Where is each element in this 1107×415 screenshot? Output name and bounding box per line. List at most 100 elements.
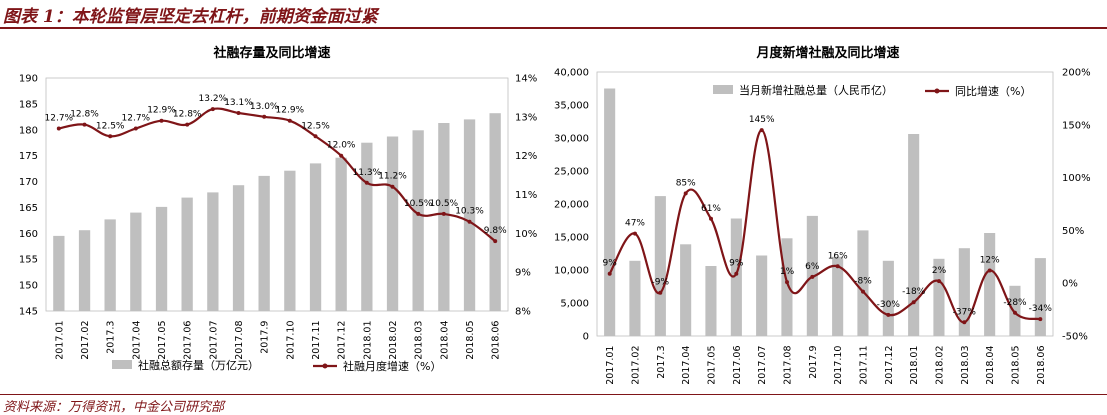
x-tick-label: 2017.3 (656, 346, 667, 379)
data-label: 12.7% (122, 114, 151, 124)
data-label: -8% (854, 277, 872, 287)
line-point (785, 280, 789, 285)
y-left-tick-label: 0 (583, 332, 589, 343)
data-label: -28% (1003, 298, 1027, 308)
data-label: -34% (1029, 304, 1053, 314)
data-label: 6% (805, 262, 820, 272)
y-left-tick-label: 10,000 (554, 266, 589, 277)
x-tick-label: 2017.12 (884, 346, 895, 385)
title-rule (0, 27, 1107, 29)
x-tick-label: 2018.03 (414, 321, 425, 360)
bar (882, 260, 894, 336)
y-right-tick-label: 200% (1062, 68, 1091, 79)
line-point (133, 126, 138, 131)
series-line (58, 107, 496, 242)
bar (654, 196, 666, 336)
data-label: 9.8% (484, 226, 507, 236)
bar (181, 197, 193, 311)
x-tick-label: 2017.3 (106, 321, 117, 354)
y-right-tick-label: 150% (1062, 120, 1091, 131)
bar (386, 136, 399, 311)
data-label: 12.5% (96, 121, 125, 131)
x-tick-label: 2017.04 (681, 346, 692, 385)
bar (832, 256, 844, 336)
data-label: -30% (877, 300, 901, 310)
line-point (108, 134, 113, 139)
y-right-tick-label: 10% (515, 229, 537, 240)
data-label: 12.9% (147, 106, 176, 116)
chart-title: 月度新增社融及同比增速 (755, 45, 899, 61)
data-label: 61% (701, 204, 721, 214)
x-tick-label: 2018.01 (909, 346, 920, 385)
bar (489, 113, 501, 311)
charts-canvas: 社融存量及同比增速 145 150 155 160 165 170 175 180 185 190 8… (19, 45, 1091, 385)
series-line (608, 128, 1041, 324)
y-right-tick-label: 50% (1062, 226, 1084, 237)
x-tick-label: 2017.10 (285, 321, 296, 360)
legend-bar-swatch (713, 85, 733, 94)
x-tick-label: 2017.9 (260, 321, 271, 354)
x-tick-label: 2017.10 (833, 346, 844, 385)
line-point (810, 274, 815, 279)
y-left-tick-label: 155 (19, 255, 38, 266)
line-point (607, 271, 612, 276)
x-tick-label: 2018.05 (465, 321, 476, 360)
x-tick-label: 2017.9 (808, 346, 819, 379)
x-tick-label: 2018.02 (935, 346, 946, 385)
x-tick-label: 2017.02 (80, 321, 91, 360)
x-tick-label: 2018.03 (960, 346, 971, 385)
y-right-tick-label: 12% (515, 151, 537, 162)
x-tick-label: 2017.07 (757, 346, 768, 385)
x-tick-label: 2017.12 (337, 321, 348, 360)
x-tick-label: 2017.01 (54, 321, 65, 360)
bar (933, 258, 945, 336)
data-label: 12% (980, 256, 1000, 266)
y-left-tick-label: 15,000 (554, 233, 589, 244)
line-point (210, 107, 215, 112)
bar (284, 170, 296, 311)
data-label: 11.2% (378, 172, 407, 182)
line-point (441, 211, 446, 216)
y-left-tick-label: 190 (19, 74, 38, 85)
y-left-tick-label: 5,000 (560, 299, 589, 310)
data-label: 12.5% (301, 121, 330, 131)
line-point (339, 153, 344, 158)
data-label: 47% (625, 219, 645, 229)
y-left-tick-label: 150 (19, 281, 38, 292)
data-label: 2% (932, 266, 947, 276)
legend-bar-swatch (112, 360, 132, 369)
bar (155, 206, 168, 311)
line-point (658, 290, 663, 295)
x-tick-label: 2017.07 (208, 321, 219, 360)
data-label: 13.2% (199, 94, 228, 104)
plot-frame (45, 77, 509, 312)
data-label: 11.3% (353, 168, 382, 178)
chart-2: 月度新增社融及同比增速 0 5,000 10,000 15,000 20,000 25,00… (554, 45, 1091, 385)
y-right-tick-label: 14% (515, 74, 537, 85)
line-point (709, 216, 713, 221)
line-point (313, 134, 318, 139)
data-label: 12.8% (70, 110, 99, 120)
y-left-tick-label: 165 (19, 203, 38, 214)
line-point (911, 300, 916, 305)
bar (207, 192, 219, 311)
line-point (759, 128, 764, 133)
line-point (82, 122, 87, 127)
bar (258, 175, 270, 311)
y-right-tick-label: 0% (1062, 279, 1078, 290)
data-label: 12.7% (45, 114, 74, 124)
y-left-tick-label: 30,000 (554, 134, 589, 145)
y-left-tick-label: 175 (19, 151, 38, 162)
chart-title: 社融存量及同比增速 (212, 45, 330, 61)
x-tick-label: 2017.06 (732, 346, 743, 385)
legend-line-label: 社融月度增速（%） (343, 359, 441, 373)
bar (680, 244, 692, 336)
line-point (262, 114, 267, 119)
data-label: 12.9% (276, 106, 305, 116)
y-left-tick-label: 40,000 (554, 68, 589, 79)
data-label: 12.0% (327, 141, 356, 151)
x-tick-label: 2017.01 (605, 346, 616, 385)
bar (1034, 258, 1046, 336)
line-point (236, 111, 241, 115)
line-point (987, 268, 992, 273)
